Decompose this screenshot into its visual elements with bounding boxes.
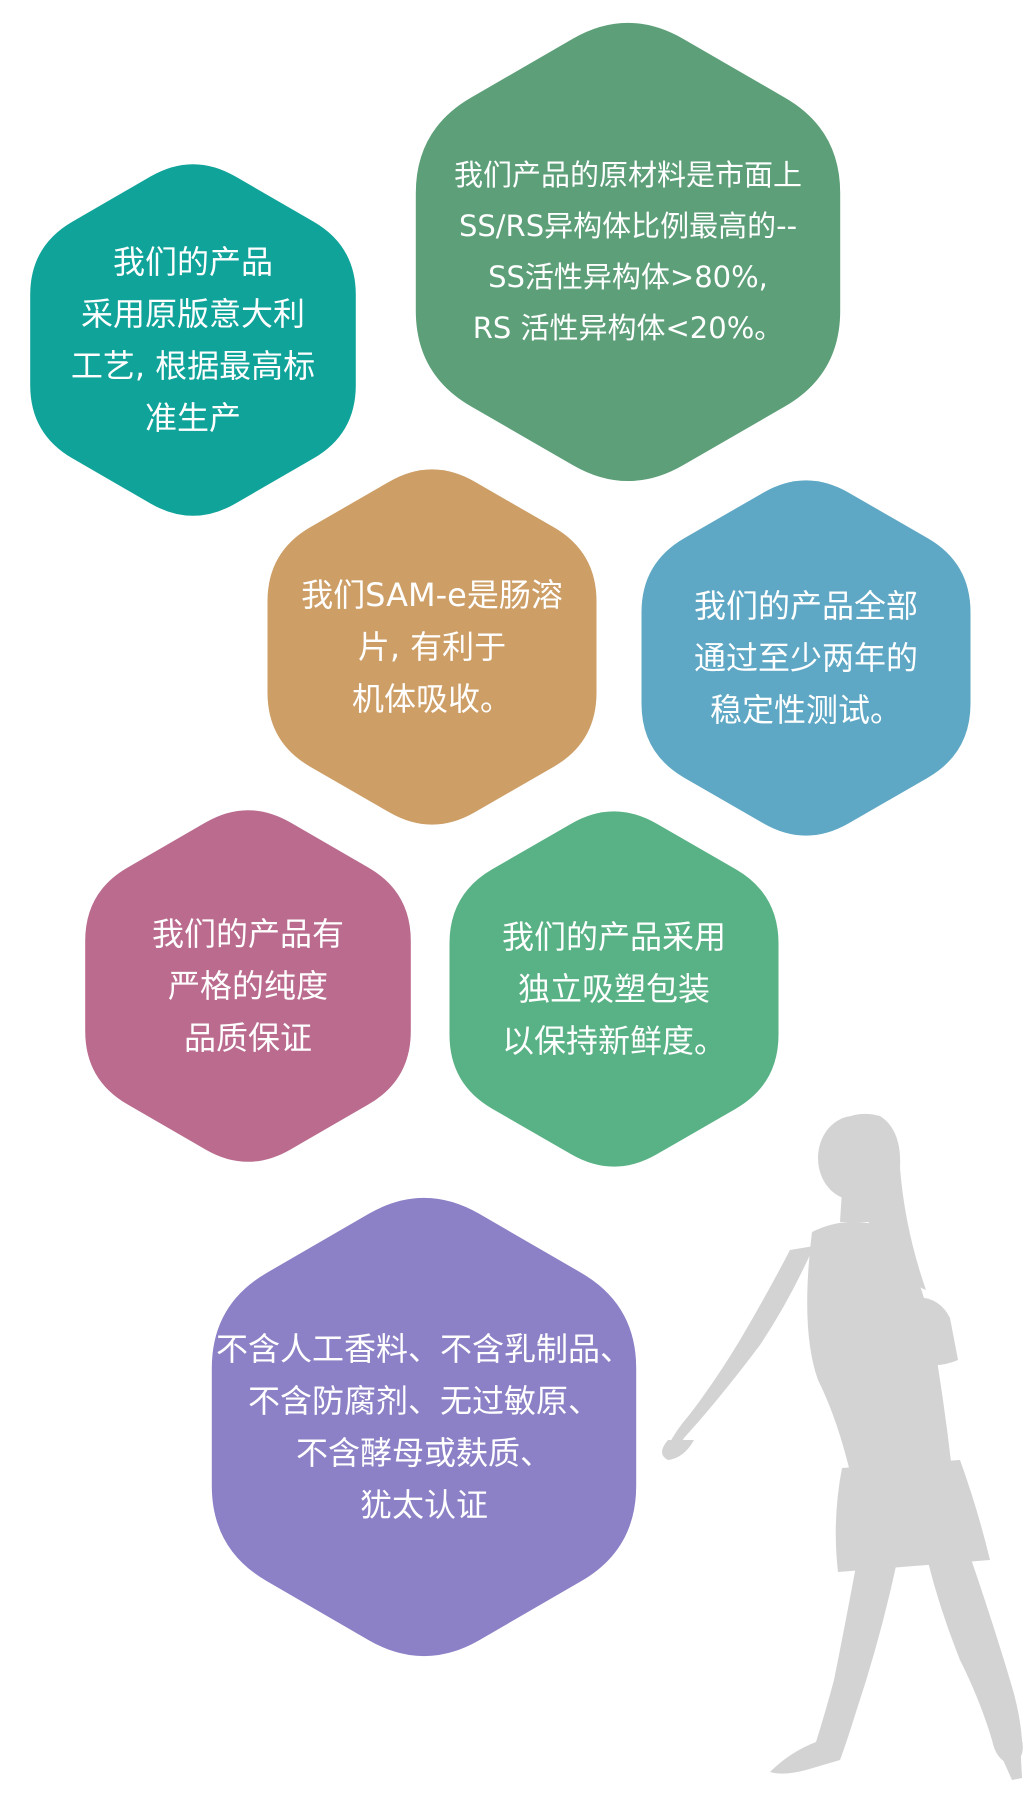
hex-mauve: [85, 810, 411, 1162]
hex-mint: [449, 811, 779, 1167]
hex-sage: [415, 22, 841, 482]
walking-woman-silhouette-icon: [662, 1113, 1023, 1780]
hex-tan: [267, 469, 597, 825]
hex-teal: [30, 164, 356, 516]
hex-lavender: [211, 1197, 637, 1657]
hex-sky: [641, 480, 971, 836]
